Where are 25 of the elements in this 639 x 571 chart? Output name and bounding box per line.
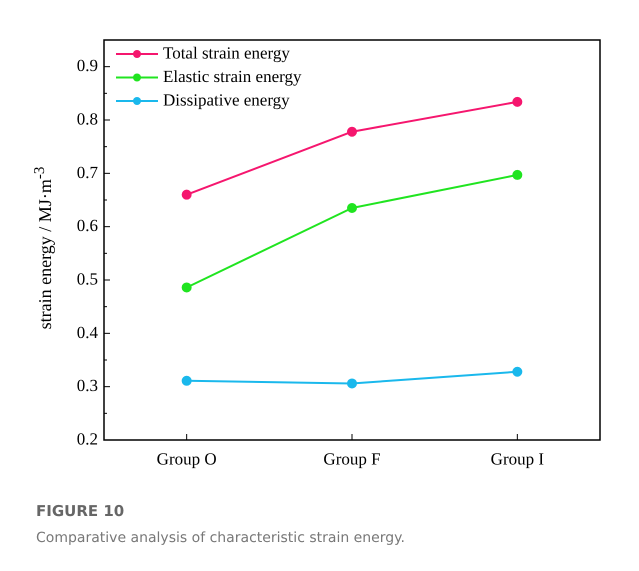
- point: [347, 378, 357, 388]
- legend-label: Dissipative energy: [163, 90, 290, 110]
- y-tick-label: 0.6: [76, 216, 98, 236]
- y-tick-label: 0.8: [76, 109, 98, 128]
- point: [182, 190, 192, 200]
- y-tick-label: 0.9: [76, 56, 98, 76]
- legend-label: Total strain energy: [163, 43, 290, 62]
- y-tick-label: 0.7: [76, 162, 98, 182]
- x-tick-label: Group F: [323, 450, 381, 469]
- point: [347, 203, 357, 213]
- point: [182, 376, 192, 386]
- x-tick-label: Group I: [490, 450, 544, 469]
- point: [512, 366, 522, 377]
- y-tick-label: 0.2: [76, 429, 98, 448]
- y-tick-label: 0.4: [76, 322, 98, 342]
- y-tick-label: 0.3: [76, 376, 98, 396]
- point: [512, 170, 522, 180]
- point: [182, 282, 192, 292]
- point: [512, 96, 522, 107]
- point: [347, 126, 357, 137]
- legend-label: Elastic strain energy: [163, 66, 302, 86]
- text: Comparative analysis of characteristic strain energy.: [36, 530, 405, 546]
- text: FIGURE 10: [36, 502, 124, 520]
- x-tick-label: Group O: [156, 450, 217, 469]
- y-tick-label: 0.5: [76, 269, 98, 288]
